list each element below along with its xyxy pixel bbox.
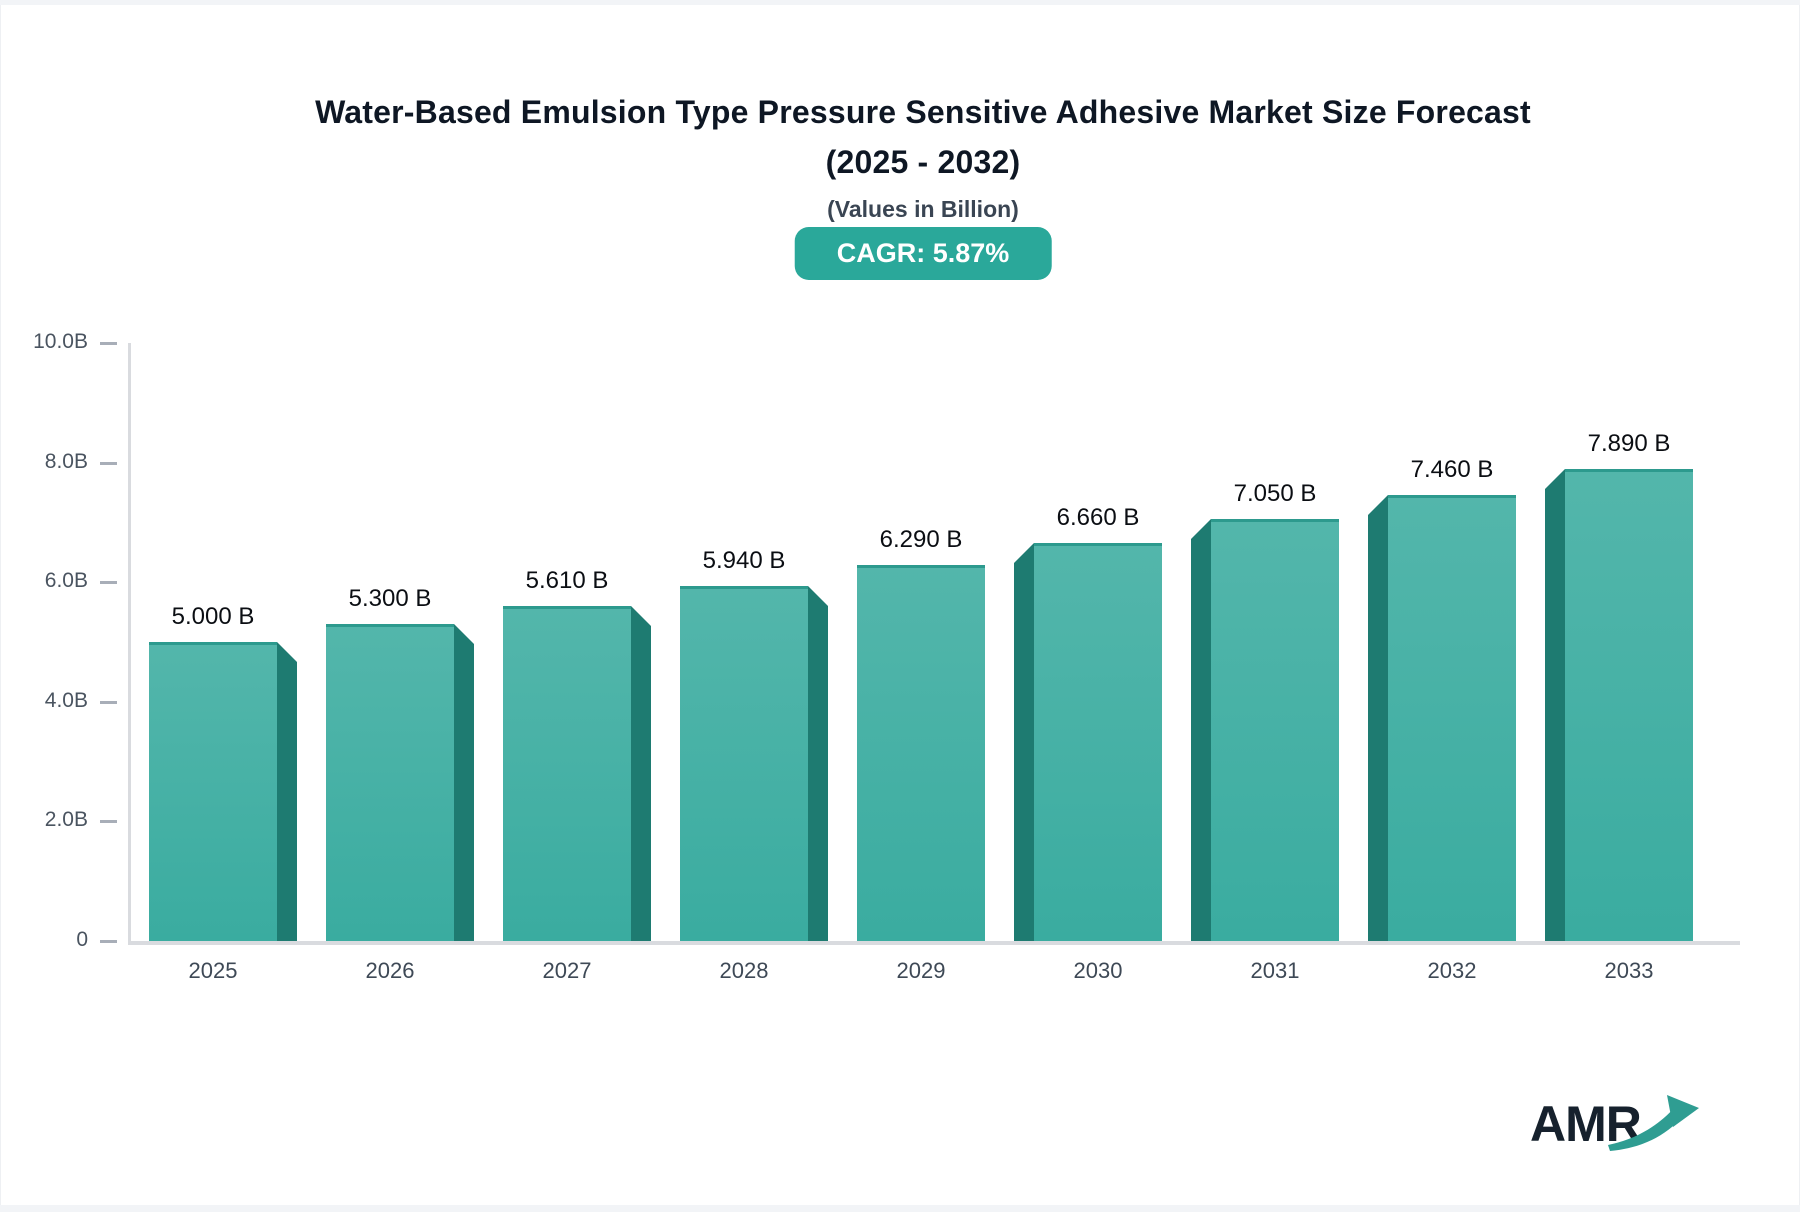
amr-logo: AMR: [1530, 1095, 1699, 1152]
amr-logo-arrow-swoosh: [1608, 1107, 1684, 1151]
bar-2033: [1565, 469, 1693, 941]
x-axis-label-2028: 2028: [719, 958, 769, 983]
bar-value-label-2030: 6.660 B: [1056, 504, 1140, 531]
bar-value-label-2027: 5.610 B: [525, 567, 609, 594]
y-axis-line: [128, 343, 131, 945]
y-axis-tick-label: 2.0B: [44, 808, 88, 832]
y-axis-tick-mark: [100, 700, 117, 704]
x-axis-label-2033: 2033: [1604, 958, 1654, 983]
bar-2029: [857, 565, 985, 941]
x-axis-label-2027: 2027: [542, 958, 592, 983]
y-axis-tick-label: 6.0B: [44, 569, 88, 593]
bar-2026: [326, 624, 454, 941]
bar-2027: [503, 606, 631, 941]
x-axis-label-2030: 2030: [1073, 958, 1123, 983]
y-axis-tick-mark: [100, 581, 117, 585]
bar-side-2025: [277, 642, 297, 941]
cagr-badge: CAGR: 5.87%: [794, 227, 1052, 280]
y-axis-tick-label: 8.0B: [44, 449, 88, 473]
bar-side-2028: [808, 586, 828, 941]
bar-value-label-2032: 7.460 B: [1410, 456, 1494, 483]
bar-2031: [1211, 519, 1339, 941]
chart-title-line1: Water-Based Emulsion Type Pressure Sensi…: [315, 94, 1531, 130]
x-axis-line: [128, 941, 1740, 945]
y-axis-tick-label: 4.0B: [44, 688, 88, 712]
bar-value-label-2031: 7.050 B: [1233, 480, 1317, 507]
y-axis-tick-label: 0: [76, 928, 88, 951]
x-axis-label-2025: 2025: [188, 958, 238, 983]
y-axis-tick-label: 10.0B: [33, 330, 88, 353]
x-axis-label-2029: 2029: [896, 958, 946, 983]
bar-2030: [1034, 543, 1162, 941]
bar-side-2030: [1014, 543, 1034, 941]
bar-side-2027: [631, 606, 651, 941]
x-axis-label-2032: 2032: [1427, 958, 1477, 983]
bar-side-2033: [1545, 469, 1565, 941]
bar-value-label-2026: 5.300 B: [348, 585, 432, 612]
bar-2025: [149, 642, 277, 941]
bar-side-2031: [1191, 519, 1211, 941]
y-axis-tick-mark: [100, 820, 117, 824]
bar-side-2032: [1368, 495, 1388, 941]
y-axis-tick-mark: [100, 461, 117, 465]
x-axis-label-2026: 2026: [365, 958, 415, 983]
bar-value-label-2029: 6.290 B: [879, 526, 963, 553]
y-axis-tick-mark: [100, 940, 117, 943]
chart-title-line2: (2025 - 2032): [825, 144, 1021, 180]
bar-value-label-2033: 7.890 B: [1587, 430, 1671, 457]
bar-2032: [1388, 495, 1516, 941]
y-axis-tick-mark: [100, 342, 117, 345]
bar-value-label-2028: 5.940 B: [702, 547, 786, 574]
bar-side-2026: [454, 624, 474, 941]
amr-logo-arrowhead: [1667, 1095, 1699, 1127]
x-axis-label-2031: 2031: [1250, 958, 1300, 983]
bar-value-label-2025: 5.000 B: [171, 603, 255, 630]
chart-subtitle: (Values in Billion): [827, 196, 1019, 222]
bar-2028: [680, 586, 808, 941]
